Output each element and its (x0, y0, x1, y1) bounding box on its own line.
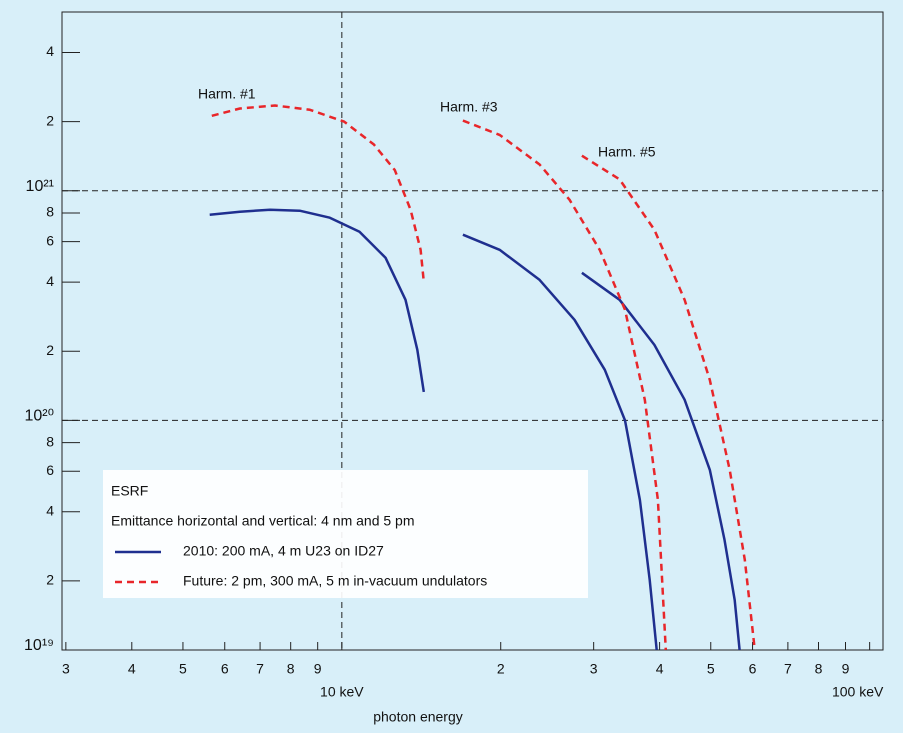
x-tick-label: 8 (815, 661, 823, 677)
x-tick-label: 4 (128, 661, 136, 677)
y-tick-label: 10²⁰ (24, 408, 54, 425)
x-tick-label: 9 (314, 661, 322, 677)
y-tick-label: 8 (46, 204, 54, 220)
x-tick-label: 9 (842, 661, 850, 677)
y-tick-label: 4 (46, 43, 54, 59)
legend-title: ESRF (111, 483, 148, 499)
x-tick-label: 100 keV (832, 684, 884, 700)
annotation: Harm. #3 (440, 99, 498, 115)
y-tick-label: 10²¹ (26, 178, 54, 195)
y-tick-label: 2 (46, 572, 54, 588)
x-tick-label: 7 (256, 661, 264, 677)
y-tick-label: 6 (46, 232, 54, 248)
annotation: Harm. #1 (198, 86, 256, 102)
series-line (209, 208, 426, 393)
series-line (462, 233, 658, 651)
y-tick-label: 4 (46, 502, 54, 518)
series-line (462, 119, 668, 651)
y-tick-label: 6 (46, 462, 54, 478)
legend-subtitle: Emittance horizontal and vertical: 4 nm … (111, 513, 415, 529)
x-tick-label: 3 (590, 661, 598, 677)
x-tick-label: 10 keV (320, 684, 364, 700)
legend-box (103, 470, 588, 598)
x-tick-label: 2 (497, 661, 505, 677)
y-tick-label: 2 (46, 342, 54, 358)
legend-label: Future: 2 pm, 300 mA, 5 m in-vacuum undu… (183, 573, 487, 589)
y-tick-label: 8 (46, 433, 54, 449)
x-tick-label: 6 (749, 661, 757, 677)
x-tick-label: 7 (784, 661, 792, 677)
plot-frame (61, 11, 884, 651)
series-line (211, 104, 426, 282)
x-tick-label: 4 (656, 661, 664, 677)
x-tick-label: 5 (707, 661, 715, 677)
x-tick-label: 6 (221, 661, 229, 677)
x-axis-label: photon energy (373, 709, 463, 725)
y-tick-label: 2 (46, 112, 54, 128)
series-line (581, 271, 741, 651)
annotation: Harm. #5 (598, 144, 656, 160)
y-tick-label: 4 (46, 273, 54, 289)
legend-label: 2010: 200 mA, 4 m U23 on ID27 (183, 543, 384, 559)
x-tick-label: 5 (179, 661, 187, 677)
series-line (581, 154, 757, 651)
y-tick-label: 10¹⁹ (24, 637, 54, 654)
x-tick-label: 8 (287, 661, 295, 677)
x-tick-label: 3 (62, 661, 70, 677)
